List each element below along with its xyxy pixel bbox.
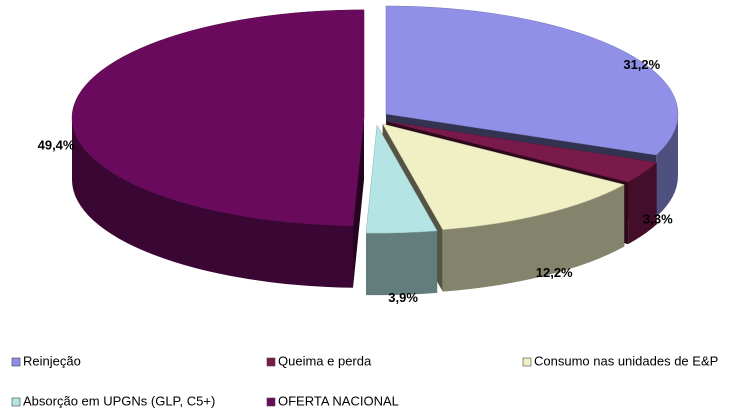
walls xyxy=(72,113,678,296)
value-label: 31,2% xyxy=(623,57,660,72)
legend-label: Queima e perda xyxy=(278,353,372,368)
slice-side xyxy=(366,230,438,296)
legend-swatch xyxy=(11,397,21,407)
value-label: 49,4% xyxy=(38,138,75,153)
slice xyxy=(71,9,365,227)
slice xyxy=(365,124,438,234)
slice xyxy=(385,5,679,156)
tops xyxy=(71,5,679,234)
value-label: 3,9% xyxy=(388,290,418,305)
legend-label: Consumo nas unidades de E&P xyxy=(534,353,718,368)
slice-side xyxy=(72,117,353,288)
legend-label: Reinjeção xyxy=(23,353,81,368)
legend-swatch xyxy=(522,357,532,367)
value-label: 3,3% xyxy=(643,211,673,226)
slice xyxy=(382,123,625,230)
legend-label: Absorção em UPGNs (GLP, C5+) xyxy=(23,393,215,408)
slice-side xyxy=(656,113,678,218)
legend-swatch xyxy=(266,357,276,367)
value-label: 12,2% xyxy=(536,265,573,280)
legend-swatch xyxy=(266,397,276,407)
slice xyxy=(386,121,658,183)
slice-side xyxy=(628,162,657,245)
legend-label: OFERTA NACIONAL xyxy=(278,393,399,408)
legend-swatch xyxy=(11,357,21,367)
slice-side xyxy=(442,184,625,292)
slice-cut-face xyxy=(352,117,365,288)
